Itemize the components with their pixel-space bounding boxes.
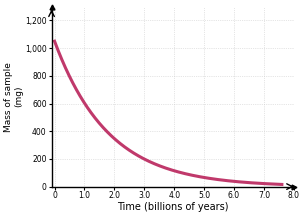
Y-axis label: Mass of sample
(mg): Mass of sample (mg) — [4, 62, 24, 132]
X-axis label: Time (billions of years): Time (billions of years) — [117, 202, 228, 212]
